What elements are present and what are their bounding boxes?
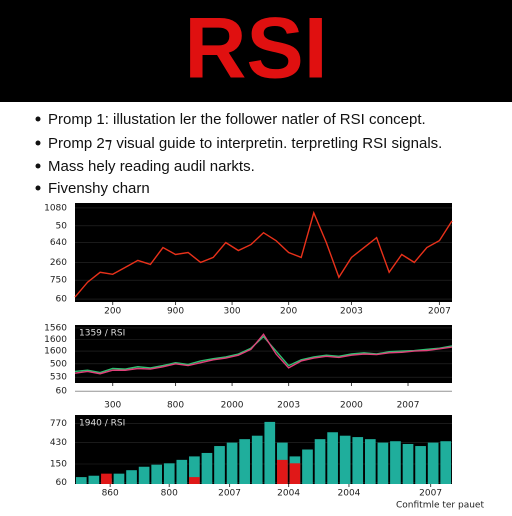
bar [163, 463, 175, 484]
y-tick-label: 150 [50, 459, 67, 469]
y-tick-label: 60 [56, 387, 68, 397]
footer: Confitmle ter pauet [396, 501, 484, 511]
x-tick-label: 300 [223, 307, 240, 317]
x-tick-label: 800 [161, 489, 178, 499]
bar [277, 459, 288, 484]
bar [427, 442, 439, 484]
bar [377, 442, 389, 484]
bullet-dot [35, 185, 41, 191]
x-tick-label: 2004 [277, 489, 300, 499]
x-tick-label: 2004 [338, 489, 361, 499]
x-tick-label: 200 [104, 307, 121, 317]
x-tick-label: 2003 [340, 307, 363, 317]
x-tick-label: 860 [102, 489, 119, 499]
bullet-dot [35, 163, 41, 169]
y-tick-label: 60 [56, 478, 68, 488]
bar [390, 441, 401, 484]
y-tick-label: 430 [50, 438, 67, 448]
chart-title: 1940 / RSI [79, 419, 125, 429]
header-band [0, 0, 512, 102]
x-tick-label: 2003 [277, 401, 300, 411]
x-tick-label: 2007 [397, 401, 420, 411]
y-tick-label: 1560 [44, 323, 67, 333]
bar [314, 439, 326, 484]
bar [251, 435, 263, 484]
bar [214, 446, 225, 484]
bar [264, 421, 276, 484]
y-tick-label: 50 [56, 221, 68, 231]
bar [126, 470, 137, 484]
bullet: Mass hely reading audil narkts. [48, 158, 255, 175]
x-tick-label: 900 [167, 307, 184, 317]
bar [352, 437, 364, 484]
y-tick-label: 1600 [44, 335, 67, 345]
bar [88, 475, 100, 484]
y-tick-label: 640 [50, 238, 67, 248]
series-line [74, 210, 453, 298]
bar [75, 477, 87, 484]
y-tick-label: 530 [50, 373, 67, 383]
x-tick-label: 200 [280, 307, 297, 317]
bar [151, 464, 163, 484]
bullet-dot [35, 140, 41, 146]
bar [402, 443, 414, 484]
x-tick-label: 2007 [419, 489, 442, 499]
bullet-dot [35, 116, 41, 122]
y-tick-label: 750 [50, 276, 67, 286]
x-tick-label: 800 [167, 401, 184, 411]
bar [113, 473, 125, 484]
title: RSI [184, 1, 327, 97]
chart-title: 1359 / RSI [79, 329, 125, 339]
bar [101, 473, 112, 484]
bar [189, 456, 200, 484]
bullet: Promp 1: illustation ler the follower na… [48, 111, 426, 128]
y-tick-label: 500 [50, 359, 67, 369]
bar [239, 439, 250, 484]
y-tick-label: 60 [56, 295, 68, 305]
bullet: Fivenshy charn [48, 180, 150, 197]
plot-area [75, 415, 452, 484]
y-tick-label: 770 [50, 419, 67, 429]
y-tick-label: 260 [50, 258, 67, 268]
y-tick-label: 1080 [44, 203, 67, 213]
x-tick-label: 2000 [221, 401, 244, 411]
bar [339, 435, 351, 484]
bar [176, 459, 188, 484]
bullet: Promp 2⁊ visual guide to interpretin. te… [48, 135, 442, 152]
series-line [74, 335, 453, 374]
bar [415, 446, 426, 484]
x-tick-label: 2000 [340, 401, 363, 411]
series-line [74, 333, 453, 375]
bar [289, 463, 301, 484]
plot-area [75, 203, 452, 302]
bar [327, 432, 338, 484]
bar [440, 441, 452, 484]
bar [138, 466, 150, 484]
x-tick-label: 2007 [428, 307, 451, 317]
bar [226, 442, 238, 484]
bar [201, 452, 213, 484]
bar [302, 449, 313, 484]
bar [189, 477, 200, 484]
x-tick-label: 2007 [218, 489, 241, 499]
x-tick-label: 300 [104, 401, 121, 411]
y-tick-label: 1600 [44, 347, 67, 357]
bar [364, 439, 376, 484]
